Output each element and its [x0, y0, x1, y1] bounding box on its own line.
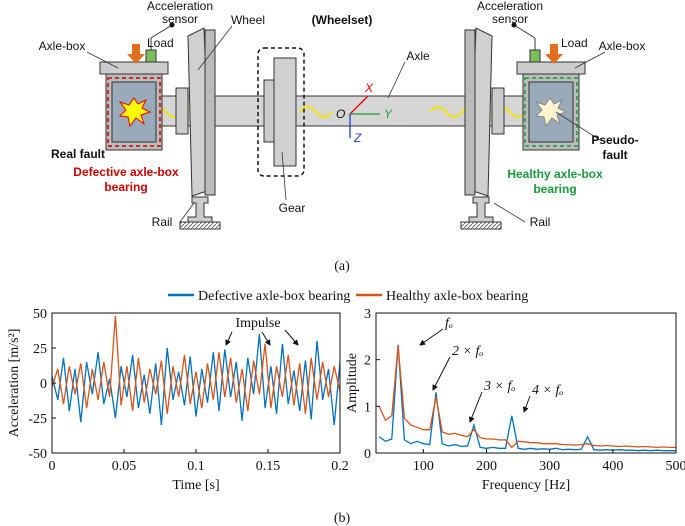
y-tick-label: 2: [364, 354, 371, 369]
y-tick-label: 0: [40, 377, 47, 392]
gear-shape: [257, 47, 305, 177]
x-axis-label: Time [s]: [172, 478, 219, 493]
annotation-arrow: [261, 331, 271, 346]
coordinate-axes: [349, 95, 380, 138]
annotation: 2 × fₒ: [452, 344, 483, 359]
rails: [179, 196, 502, 230]
y-tick-label: 3: [364, 307, 371, 322]
legend-label: Healthy axle-box bearing: [386, 289, 528, 304]
sensor-label: Acceleration sensor: [147, 0, 213, 26]
legend-label: Defective axle-box bearing: [198, 289, 350, 304]
annotation-arrow: [419, 328, 444, 346]
x-tick-label: 0.05: [112, 459, 137, 474]
load-label: Load: [561, 36, 588, 50]
x-tick-label: 100: [413, 459, 434, 474]
annotation-arrow: [432, 356, 451, 391]
caption: (b): [334, 511, 351, 526]
annotation-arrow: [225, 331, 233, 346]
y-tick-label: 0: [364, 447, 371, 462]
wheelset-diagram: Acceleration sensor Acceleration sensor Lo…: [39, 0, 646, 274]
y-tick-label: 50: [33, 307, 47, 322]
x-tick-label: 500: [666, 459, 685, 474]
plot-area: [376, 313, 676, 453]
rail-label: Rail: [530, 215, 551, 229]
series-line: Healthy axle-box bearing: [52, 315, 340, 414]
x-axis-label: Frequency [Hz]: [482, 478, 570, 493]
gear-label: Gear: [279, 201, 306, 215]
annotation: 3 × fₒ: [483, 379, 515, 394]
x-tick-label: 0: [49, 459, 56, 474]
axle-box-label: Axle-box: [599, 39, 646, 53]
series-line: Defective axle-box bearing: [52, 333, 340, 426]
diagram-title: (Wheelset): [312, 13, 373, 27]
y-axis-label: Acceleration [m/s²]: [7, 329, 22, 438]
y-tick-label: -25: [28, 412, 47, 427]
sensor-label: Acceleration sensor: [477, 0, 543, 26]
healthy-label: Healthy axle-box bearing: [507, 167, 603, 196]
annotation: 4 × fₒ: [532, 383, 563, 398]
leader-lines: [86, 25, 606, 223]
caption: (a): [334, 259, 350, 274]
legend: Defective axle-box bearing Healthy axle-b…: [168, 289, 528, 304]
rail-label: Rail: [152, 215, 173, 229]
axle-label: Axle: [406, 49, 430, 63]
x-tick-label: 0.2: [331, 459, 349, 474]
x-tick-label: 400: [602, 459, 623, 474]
y-tick-label: 1: [364, 400, 371, 415]
wheels: [175, 27, 505, 197]
axis-z-label: Z: [353, 131, 362, 145]
annotation-arrow: [284, 329, 299, 346]
wheel-label: Wheel: [231, 13, 265, 27]
defective-label: Defective axle-box bearing: [73, 165, 179, 194]
series-line: Defective axle-box bearing: [378, 344, 676, 452]
axis-y-label: Y: [384, 107, 393, 121]
series-line: Healthy axle-box bearing: [378, 345, 676, 449]
x-tick-label: 300: [539, 459, 560, 474]
x-tick-label: 0.1: [187, 459, 205, 474]
origin-label: O: [336, 107, 345, 121]
annotation-arrow: [469, 391, 483, 423]
plot-frame: [375, 312, 677, 454]
y-tick-label: -50: [28, 447, 47, 462]
load-label: Load: [147, 36, 174, 50]
x-tick-label: 200: [476, 459, 497, 474]
x-tick-label: 0.15: [256, 459, 281, 474]
axis-x-label: X: [364, 81, 374, 95]
annotation-arrow: [522, 395, 531, 413]
left-axle-box: [99, 22, 175, 151]
annotation: fₒ: [445, 316, 453, 331]
real-fault-label: Real fault: [51, 147, 105, 161]
annotation: Impulse: [235, 316, 280, 331]
y-tick-label: 25: [33, 342, 47, 357]
right-axle-box: [511, 22, 586, 151]
axle-box-label: Axle-box: [39, 39, 86, 53]
pseudo-fault-label: Pseudo-fault: [591, 133, 638, 162]
y-axis-label: Amplitude: [345, 353, 360, 413]
